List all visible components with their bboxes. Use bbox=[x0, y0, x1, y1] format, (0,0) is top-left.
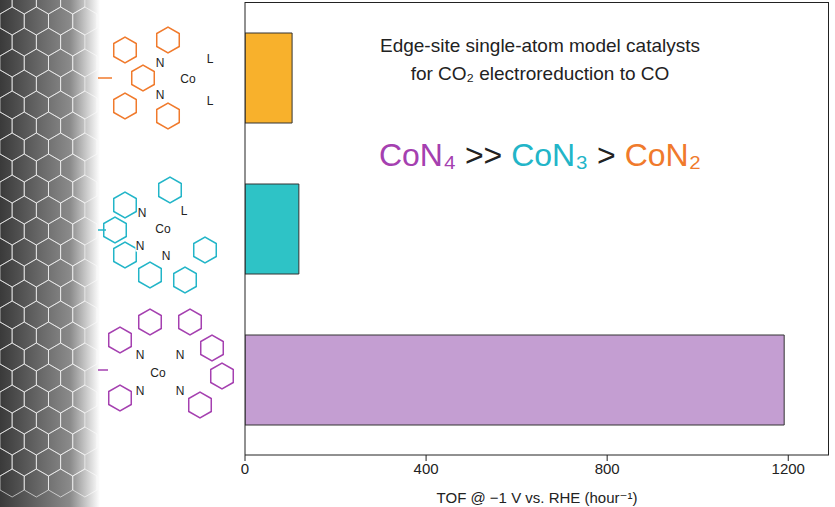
svg-text:N: N bbox=[136, 348, 145, 362]
svg-text:Edge-site single-atom model ca: Edge-site single-atom model catalysts bbox=[380, 35, 700, 56]
svg-text:N: N bbox=[156, 56, 165, 70]
svg-text:L: L bbox=[207, 52, 214, 66]
svg-text:L: L bbox=[207, 94, 214, 108]
svg-text:Co: Co bbox=[180, 72, 196, 86]
svg-text:N: N bbox=[176, 348, 185, 362]
svg-text:N: N bbox=[162, 249, 171, 263]
svg-text:Co: Co bbox=[155, 222, 171, 236]
svg-text:N: N bbox=[136, 239, 145, 253]
svg-text:400: 400 bbox=[414, 460, 439, 477]
svg-text:N: N bbox=[138, 206, 147, 220]
svg-text:for CO₂ electroreduction to CO: for CO₂ electroreduction to CO bbox=[411, 63, 670, 84]
svg-text:0: 0 bbox=[241, 460, 249, 477]
svg-text:800: 800 bbox=[595, 460, 620, 477]
svg-text:N: N bbox=[156, 88, 165, 102]
svg-text:L: L bbox=[181, 204, 188, 218]
svg-text:N: N bbox=[136, 384, 145, 398]
svg-text:CoN₄ >> CoN₃ > CoN₂: CoN₄ >> CoN₃ > CoN₂ bbox=[379, 137, 701, 173]
svg-text:TOF @ −1 V vs. RHE (hour⁻¹): TOF @ −1 V vs. RHE (hour⁻¹) bbox=[437, 489, 638, 506]
svg-text:Co: Co bbox=[150, 366, 166, 380]
svg-text:1200: 1200 bbox=[772, 460, 805, 477]
svg-text:N: N bbox=[176, 384, 185, 398]
